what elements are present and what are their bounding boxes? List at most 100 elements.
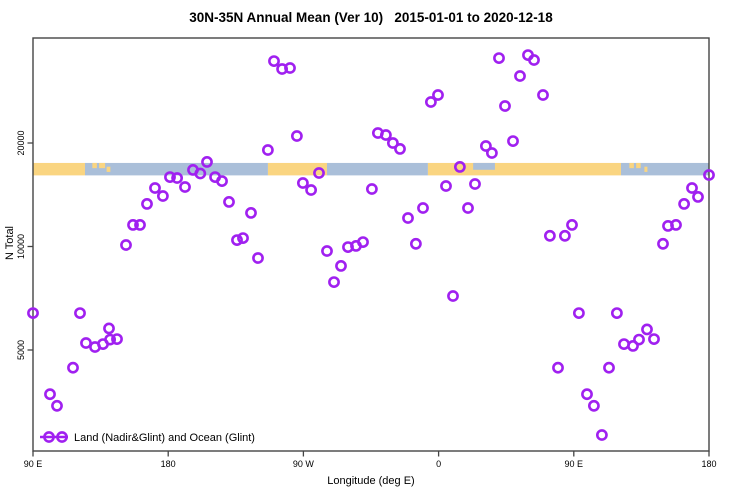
data-point — [573, 307, 585, 319]
data-point — [618, 338, 630, 350]
data-point — [424, 96, 437, 108]
data-point — [357, 236, 369, 248]
data-point — [479, 140, 492, 152]
data-point — [134, 218, 146, 231]
data-point — [559, 229, 571, 242]
data-point — [692, 190, 704, 203]
map-band-ocean-segment — [84, 162, 268, 176]
data-point — [179, 181, 191, 193]
data-point — [164, 171, 176, 183]
plot-border — [32, 37, 710, 452]
data-point — [80, 337, 92, 349]
data-point — [566, 218, 578, 231]
data-point — [321, 245, 333, 257]
data-point — [581, 388, 593, 401]
y-tick-label: 20000 — [16, 130, 26, 155]
data-point — [296, 177, 309, 189]
data-point — [703, 169, 715, 181]
data-point — [261, 144, 274, 156]
data-point — [453, 160, 466, 173]
data-point — [499, 100, 511, 112]
data-point — [611, 307, 623, 319]
data-point — [537, 89, 549, 101]
legend-marker — [56, 431, 68, 443]
data-point — [149, 182, 161, 194]
data-point — [245, 206, 257, 219]
data-point — [141, 197, 153, 210]
data-point — [447, 290, 459, 302]
legend-marker — [43, 431, 55, 443]
x-tick-label: 90 E — [24, 459, 43, 469]
data-point — [51, 399, 63, 412]
data-point — [528, 54, 540, 66]
data-point — [379, 129, 392, 141]
data-point — [365, 183, 378, 195]
x-tick-label: 90 E — [565, 459, 584, 469]
data-point — [120, 239, 132, 251]
data-point — [237, 232, 249, 244]
data-point — [657, 237, 669, 250]
data-point — [231, 234, 243, 246]
data-point — [305, 184, 317, 196]
data-point — [596, 429, 608, 441]
data-point — [627, 339, 639, 352]
data-point — [156, 190, 169, 202]
data-point — [284, 62, 296, 74]
data-point — [648, 333, 660, 345]
map-band-ocean-inlet — [473, 162, 495, 170]
data-point — [440, 180, 452, 192]
data-point — [588, 399, 600, 412]
data-point — [670, 218, 682, 231]
data-point — [686, 182, 698, 194]
x-tick-label: 90 W — [293, 459, 315, 469]
data-point — [104, 333, 116, 346]
y-tick-label: 5000 — [16, 340, 26, 360]
data-point — [313, 167, 325, 179]
data-point — [268, 55, 280, 67]
data-point — [74, 307, 86, 319]
data-point — [552, 361, 564, 374]
map-band-island — [644, 166, 648, 172]
map-band-island — [636, 162, 641, 169]
data-point — [103, 322, 115, 335]
data-point — [493, 52, 505, 64]
x-tick-label: 180 — [701, 459, 716, 469]
map-band-land-segment — [33, 162, 85, 176]
data-point — [171, 172, 183, 184]
data-point — [417, 202, 429, 214]
x-tick-label: 180 — [161, 459, 176, 469]
data-point — [409, 237, 422, 250]
map-band-island — [629, 162, 634, 169]
data-point — [678, 197, 690, 210]
data-point — [216, 175, 228, 187]
data-point — [44, 388, 56, 401]
legend-label: Land (Nadir&Glint) and Ocean (Glint) — [74, 432, 255, 444]
data-point — [27, 307, 39, 319]
data-point — [633, 333, 645, 346]
data-point — [252, 252, 264, 264]
data-point — [201, 155, 213, 168]
data-point — [194, 167, 207, 180]
data-point — [432, 89, 444, 101]
data-point — [402, 212, 414, 224]
map-band-land-segment — [267, 162, 327, 176]
x-axis-label: Longitude (deg E) — [327, 475, 415, 487]
data-point — [223, 195, 235, 208]
map-band-island — [92, 162, 97, 169]
map-band-ocean-segment — [326, 162, 428, 176]
data-point — [469, 178, 481, 190]
data-point — [335, 259, 347, 272]
data-point — [290, 130, 303, 142]
data-point — [485, 147, 498, 159]
data-point — [544, 229, 556, 242]
data-point — [514, 70, 526, 82]
data-point — [111, 333, 123, 345]
map-band-island — [99, 162, 106, 169]
map-band-ocean-segment — [620, 162, 709, 176]
data-point — [394, 142, 406, 155]
data-point — [641, 323, 653, 336]
data-point — [507, 135, 519, 147]
y-tick-label: 10000 — [16, 234, 26, 259]
